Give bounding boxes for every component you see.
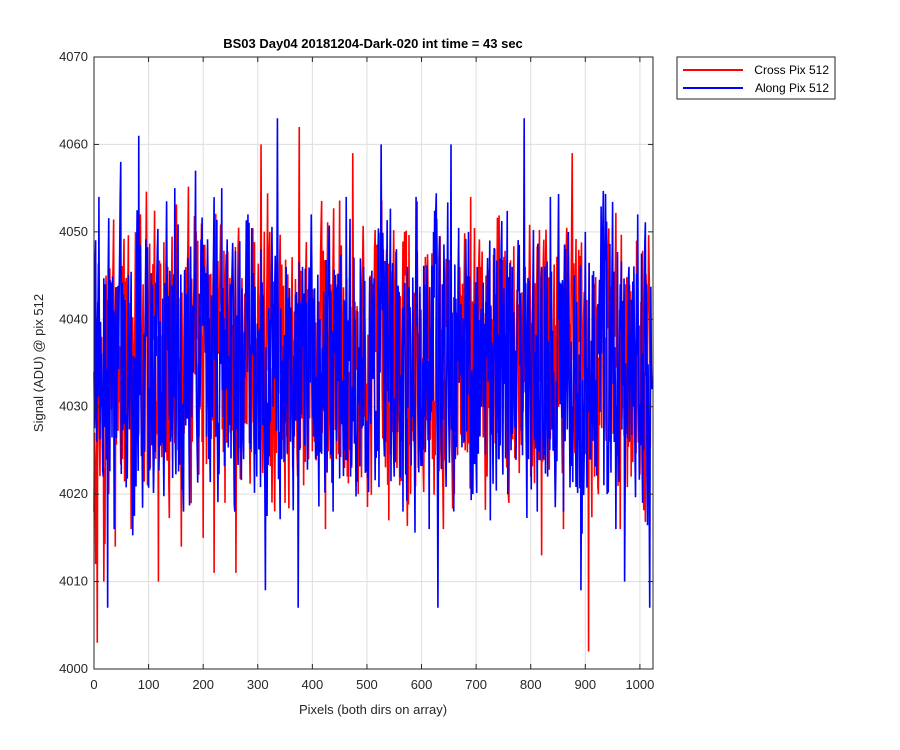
y-tick-label: 4050 xyxy=(59,224,88,239)
y-axis-label: Signal (ADU) @ pix 512 xyxy=(31,294,46,432)
y-tick-label: 4000 xyxy=(59,661,88,676)
legend-label-along: Along Pix 512 xyxy=(755,81,829,95)
x-tick-label: 900 xyxy=(574,677,596,692)
legend-box xyxy=(676,56,836,100)
legend: Cross Pix 512 Along Pix 512 xyxy=(676,56,836,100)
y-tick-label: 4040 xyxy=(59,311,88,326)
x-tick-label: 0 xyxy=(90,677,97,692)
x-tick-label: 800 xyxy=(520,677,542,692)
tick-layer: 0 100 200 300 400 500 600 700 800 900 1000 4000 4010… xyxy=(59,49,654,692)
x-tick-label: 1000 xyxy=(625,677,654,692)
series-line-along-pix-512 xyxy=(93,118,653,608)
legend-label-cross: Cross Pix 512 xyxy=(754,63,829,77)
y-tick-label: 4030 xyxy=(59,399,88,414)
y-tick-label: 4070 xyxy=(59,49,88,64)
x-tick-label: 200 xyxy=(192,677,214,692)
chart-title: BS03 Day04 20181204-Dark-020 int time = … xyxy=(223,36,523,51)
x-tick-label: 500 xyxy=(356,677,378,692)
x-axis-label: Pixels (both dirs on array) xyxy=(299,702,447,717)
y-tick-label: 4020 xyxy=(59,486,88,501)
y-tick-label: 4060 xyxy=(59,136,88,151)
x-tick-label: 400 xyxy=(302,677,324,692)
plot-frame xyxy=(93,56,654,670)
x-tick-label: 100 xyxy=(138,677,160,692)
x-tick-label: 700 xyxy=(465,677,487,692)
series-layer xyxy=(93,118,653,652)
x-tick-label: 300 xyxy=(247,677,269,692)
y-tick-label: 4010 xyxy=(59,574,88,589)
x-tick-label: 600 xyxy=(411,677,433,692)
